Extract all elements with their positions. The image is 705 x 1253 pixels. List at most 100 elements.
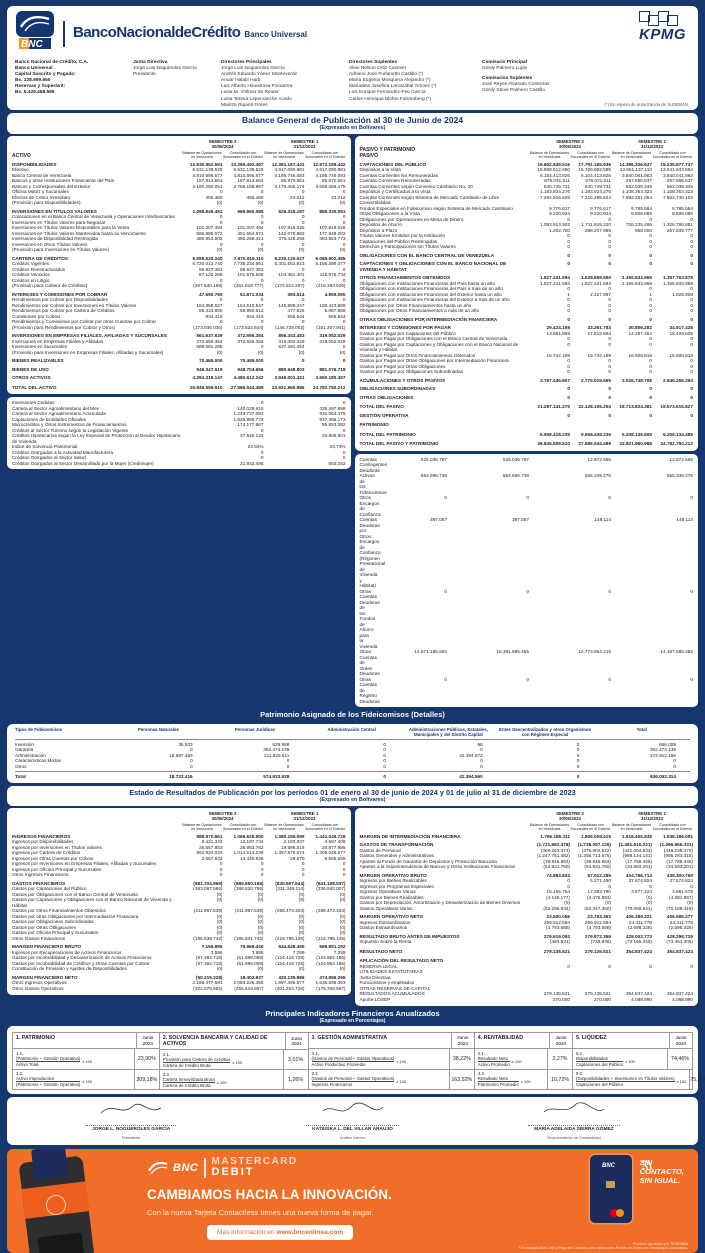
signature-block: KATIUSKA L. DEL VILLAR ARAUJO Auditor Int… xyxy=(248,1101,456,1140)
row-value: 0 xyxy=(649,394,652,400)
row-label: Créditos Otorgados al Sector Desarrollad… xyxy=(12,460,154,466)
fideicomisos-row: Garantía 0 362.474.139 0 0 0 362.474.139 xyxy=(15,747,690,752)
row-value: 439.300.760 xyxy=(666,872,693,878)
row-value: 257.656.637 xyxy=(666,178,693,183)
subcolumn-label: Balance de Operaciones en Venezuela xyxy=(529,150,570,159)
statement-row: Cuentas Corrientes No Remuneradas 6.154.4… xyxy=(360,173,694,179)
row-label: Inversiones en Otros Títulos Valores xyxy=(12,241,88,247)
more-info-button[interactable]: Más información en www.bncenlinea.com xyxy=(207,1225,354,1241)
row-value: 1.014.514.239 xyxy=(233,850,264,856)
row-value: 0 xyxy=(444,495,447,500)
row-value: 3.950.180.457 xyxy=(315,375,346,380)
row-value: 1.183.924.276 xyxy=(540,189,570,194)
statement-row: GASTOS FINANCIEROS (981.704.966) (986.650.… xyxy=(12,881,346,887)
statement-row: Otros Ingresos Operativos 2.168.477.591 2.… xyxy=(12,980,346,986)
row-label: Gastos por Obligaciones Subordinadas xyxy=(12,919,94,925)
row-value: 1.527.241.593 xyxy=(540,280,570,286)
row-value: (369.262.373) xyxy=(540,847,570,853)
row-value: 0 xyxy=(301,866,305,872)
row-value: 0 xyxy=(567,238,570,244)
row-value: 1.066.626.600 xyxy=(233,833,264,839)
row-label: MARGEN DE INTERMEDIACIÓN FINANCIERA xyxy=(359,833,461,839)
row-value: 455.480 xyxy=(246,194,264,200)
row-value: 599.851.192 xyxy=(319,944,346,950)
row-label: Gastos por Oficina Principal y Sucursale… xyxy=(12,930,99,936)
row-label: Cartera al Sector Agroalimentario Acumul… xyxy=(12,411,106,416)
row-value: (174.814.297) xyxy=(275,283,305,288)
row-value: 5.558.439.235 xyxy=(581,431,611,437)
indicator-group-title: 5. LIQUIDEZ xyxy=(576,1035,607,1042)
row-label: Ingresos por Otras Cuentas por Cobrar xyxy=(12,855,94,861)
row-value: 55.433.850 xyxy=(199,308,223,313)
row-value: 259.912.684 xyxy=(584,919,611,925)
row-value: (0) xyxy=(216,930,223,936)
period-date: 31/12/2023 xyxy=(641,144,663,149)
row-value: 288.237.995 xyxy=(584,227,611,233)
indicator-value: 38,22% xyxy=(448,1049,474,1069)
row-label: TOTAL DEL PATRIMONIO xyxy=(359,431,416,437)
row-label: Créditos Vencidos xyxy=(12,272,50,277)
row-value: (4.146.177) xyxy=(546,894,570,900)
period-label: SEMESTRE 2 xyxy=(556,811,584,817)
indicator-group-header: 2. SOLVENCIA BANCARIA Y CALIDAD DE ACTIV… xyxy=(159,1033,308,1051)
period-subcolumns: Balance de Operaciones en Venezuela Conso… xyxy=(264,149,346,159)
row-value: 474.896.265 xyxy=(319,974,346,980)
banner-bnc-logo: BNC xyxy=(147,1159,198,1177)
row-value: 19.586.518 xyxy=(281,844,305,850)
row-value: 23.921.960.986 xyxy=(619,441,652,446)
row-value: 0 xyxy=(649,286,652,291)
subcolumn-label: Balance de Operaciones en Venezuela xyxy=(264,822,304,831)
row-value: 0 xyxy=(526,676,529,682)
statement-row: Junta Directiva xyxy=(360,975,694,981)
statement-row: Gastos por Incobrabilidad de Créditos y … xyxy=(12,961,346,967)
fideicomiso-value: 272.912.166 xyxy=(649,752,677,758)
row-label: Rendimientos por Cobrar por Inversiones … xyxy=(12,302,137,308)
row-value: 0 xyxy=(219,872,223,878)
row-value: (0) xyxy=(605,900,611,906)
statement-row: Gastos por Pagar por Otros Financiamient… xyxy=(360,353,694,359)
row-value: 270.000 xyxy=(553,996,570,1002)
row-value: (39.846.963) xyxy=(543,858,570,864)
row-value: 1.529.669.590 xyxy=(581,275,611,280)
row-value: 0 xyxy=(301,872,305,878)
row-value: 0 xyxy=(342,189,346,194)
row-label: CAPTACIONES Y OBLIGACIONES CON EL BANCO … xyxy=(359,261,507,272)
row-value: 0 xyxy=(690,297,693,302)
row-label: Créditos Vigentes xyxy=(12,261,49,266)
row-label: PATRIMONIO xyxy=(359,422,389,427)
row-value: (996.283.315) xyxy=(663,853,693,859)
row-label: Obligaciones por Otros Financiamientos a… xyxy=(359,308,480,313)
indicator-item: 2.2. Cartera Inmovilizada Bruta Cartera de… xyxy=(160,1070,308,1090)
row-label: Microcréditos y Otros Instrumentos de Fi… xyxy=(12,422,127,427)
row-value: 0 xyxy=(690,261,693,266)
row-value: 0 xyxy=(342,358,346,363)
indicator-x100: x 100 xyxy=(520,1079,531,1085)
signature-name: KATIUSKA L. DEL VILLAR ARAUJO xyxy=(306,1125,399,1132)
indicator-numerator: Cartera Inmovilizada Bruta xyxy=(162,1076,215,1082)
row-value: 372.556.354 xyxy=(196,338,223,344)
row-label: OTROS FINANCIAMIENTOS OBTENIDOS xyxy=(359,275,451,280)
fideicomiso-value: 0 xyxy=(190,758,193,764)
row-value: 9.776.617 xyxy=(590,205,611,211)
row-value: 477.825 xyxy=(287,308,305,313)
row-label: Obligaciones por Otros Financiamientos h… xyxy=(359,302,472,308)
row-label: TOTAL DEL ACTIVO xyxy=(12,384,57,390)
row-label: Obligaciones con Instituciones Financier… xyxy=(359,280,496,286)
row-value: 4.480.612.242 xyxy=(233,375,264,380)
logo-divider xyxy=(63,20,65,47)
fideicomiso-value: 0 xyxy=(383,774,387,780)
row-value: 25.557.853 xyxy=(199,844,223,850)
statement-row: ACUMULACIONES Y OTROS PASIVOS 2.767.436.6… xyxy=(360,378,694,384)
row-value: (0) xyxy=(298,891,305,897)
row-value: (0) xyxy=(298,349,305,355)
director-principal: Luisa Teresa Lepervanche Acedo xyxy=(221,96,292,102)
row-value: 0 xyxy=(690,676,693,682)
row-value: 0 xyxy=(608,238,611,244)
row-label: OTROS ACTIVOS xyxy=(12,375,51,380)
period-group: SEMESTRE 1 31/12/2023 Balance de Operacion… xyxy=(611,811,693,831)
statement-row: (Provisión para Rendimientos por Cobrar … xyxy=(12,325,346,331)
row-value: 15.769.892.585 xyxy=(578,167,611,172)
row-value: 525.036.797 xyxy=(420,456,447,462)
row-label: Cuentas Corrientes según Sistema de Merc… xyxy=(359,194,500,206)
row-label: Cartera al Sector Agroalimentario del Me… xyxy=(12,405,100,411)
